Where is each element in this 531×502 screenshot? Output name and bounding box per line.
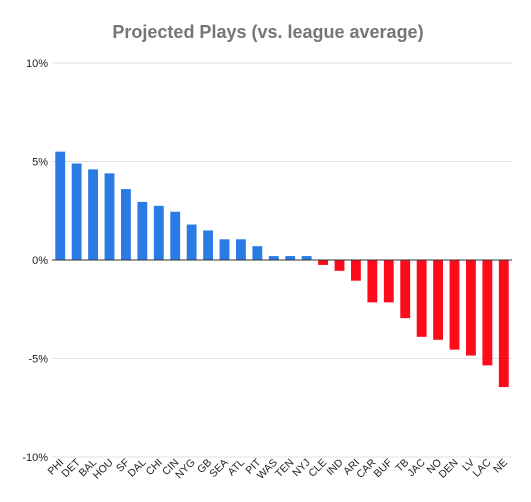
bar-ne bbox=[498, 260, 509, 388]
y-tick-label: -10% bbox=[22, 452, 48, 464]
bar-chi bbox=[153, 205, 164, 260]
y-tick-label: -5% bbox=[28, 354, 48, 366]
bar-phi bbox=[55, 151, 66, 260]
x-tick-label: BUF bbox=[372, 457, 395, 480]
bar-no bbox=[433, 260, 443, 340]
bar-atl bbox=[236, 239, 246, 260]
y-tick-label: 5% bbox=[32, 157, 48, 169]
bar-bal bbox=[88, 169, 98, 260]
x-axis-ticks: PHIDETBALHOUSFDALCHICINNYGGBSEAATLPITWAS… bbox=[45, 456, 509, 482]
bar-hou bbox=[104, 173, 115, 260]
bar-car bbox=[367, 260, 378, 303]
gridlines bbox=[52, 62, 512, 458]
bar-buf bbox=[383, 260, 394, 303]
bar-gb bbox=[203, 230, 213, 260]
bar-nyg bbox=[186, 224, 197, 260]
bar-tb bbox=[400, 260, 411, 319]
y-tick-label: 0% bbox=[32, 255, 48, 267]
bar-cle bbox=[318, 260, 328, 265]
bars bbox=[55, 151, 509, 388]
x-tick-label: LAC bbox=[471, 456, 494, 479]
bar-ind bbox=[334, 260, 345, 271]
bar-cin bbox=[170, 211, 181, 260]
bar-det bbox=[71, 163, 82, 260]
bar-ten bbox=[285, 256, 296, 260]
x-tick-label: DEN bbox=[436, 457, 460, 481]
bar-lac bbox=[482, 260, 493, 366]
y-axis-ticks: 10% 5% 0% -5% -10% bbox=[22, 58, 48, 464]
bar-pit bbox=[252, 246, 263, 260]
bar-was bbox=[268, 256, 279, 260]
bar-ari bbox=[351, 260, 361, 281]
bar-sea bbox=[219, 239, 230, 260]
x-tick-label: NE bbox=[491, 457, 510, 476]
y-tick-label: 10% bbox=[26, 58, 48, 70]
bar-lv bbox=[466, 260, 476, 356]
bar-den bbox=[449, 260, 460, 350]
bar-jac bbox=[416, 260, 427, 337]
x-tick-label: NYG bbox=[173, 457, 198, 482]
bar-dal bbox=[137, 201, 148, 260]
chart-title: Projected Plays (vs. league average) bbox=[112, 22, 423, 42]
bar-sf bbox=[121, 189, 131, 260]
bar-nyj bbox=[301, 256, 312, 260]
